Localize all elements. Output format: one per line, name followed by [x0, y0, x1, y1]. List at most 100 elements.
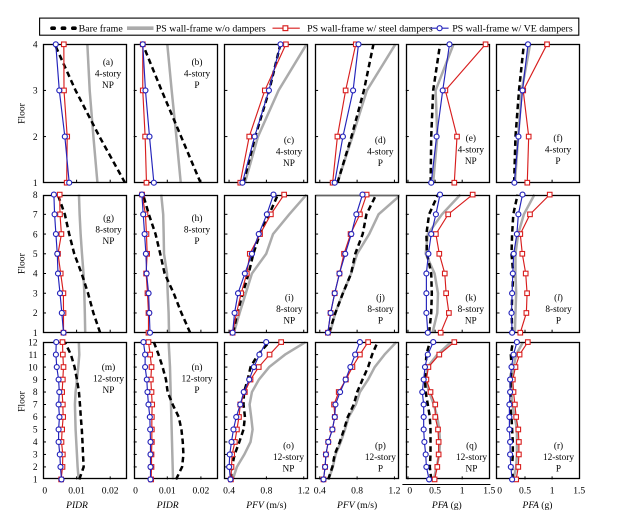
svg-text:NP: NP: [466, 465, 478, 475]
svg-text:(g): (g): [103, 213, 114, 224]
svg-text:12-story: 12-story: [365, 453, 396, 463]
svg-text:PFA (g): PFA (g): [522, 500, 553, 511]
svg-text:Floor: Floor: [16, 252, 27, 274]
svg-text:12: 12: [28, 338, 38, 348]
svg-text:0.01: 0.01: [159, 486, 176, 497]
svg-text:(h): (h): [192, 213, 203, 224]
svg-text:PIDR: PIDR: [156, 500, 179, 511]
svg-text:(l): (l): [554, 293, 563, 304]
svg-text:(i): (i): [285, 293, 294, 304]
svg-text:(d): (d): [375, 135, 386, 146]
svg-text:NP: NP: [103, 237, 115, 247]
svg-text:(q): (q): [466, 441, 477, 452]
svg-text:(j): (j): [376, 293, 385, 304]
svg-text:Floor: Floor: [16, 102, 27, 124]
svg-text:12-story: 12-story: [93, 375, 124, 385]
svg-text:1.2: 1.2: [298, 486, 310, 497]
svg-text:0: 0: [133, 486, 138, 497]
svg-text:NP: NP: [283, 317, 295, 327]
svg-text:8-story: 8-story: [276, 305, 303, 315]
svg-text:7: 7: [33, 211, 38, 221]
svg-text:2: 2: [33, 463, 38, 473]
svg-text:12-story: 12-story: [182, 375, 213, 385]
svg-text:9: 9: [33, 376, 38, 386]
svg-text:8-story: 8-story: [184, 226, 211, 236]
svg-text:8-story: 8-story: [367, 305, 394, 315]
svg-text:3: 3: [33, 87, 38, 97]
svg-text:P: P: [194, 386, 199, 396]
svg-text:7: 7: [33, 401, 38, 411]
svg-text:0: 0: [42, 486, 47, 497]
svg-text:6: 6: [33, 230, 38, 240]
svg-text:0.5: 0.5: [429, 486, 441, 497]
svg-text:NP: NP: [465, 157, 477, 167]
svg-text:0.02: 0.02: [102, 486, 119, 497]
svg-text:10: 10: [28, 363, 38, 373]
svg-text:8-story: 8-story: [95, 226, 122, 236]
svg-text:PIDR: PIDR: [65, 500, 88, 511]
svg-text:PS wall-frame w/ steel dampers: PS wall-frame w/ steel dampers: [307, 23, 433, 34]
svg-text:PFV (m/s): PFV (m/s): [245, 500, 286, 511]
svg-text:4-story: 4-story: [545, 146, 572, 156]
svg-text:(e): (e): [466, 133, 476, 144]
svg-text:P: P: [194, 81, 199, 91]
svg-text:12-story: 12-story: [273, 453, 304, 463]
svg-text:P: P: [194, 237, 199, 247]
svg-text:12-story: 12-story: [543, 453, 574, 463]
svg-text:4: 4: [33, 41, 38, 51]
svg-text:12-story: 12-story: [456, 453, 487, 463]
svg-text:1.5: 1.5: [573, 486, 585, 497]
svg-text:2: 2: [33, 133, 38, 143]
svg-text:0.02: 0.02: [193, 486, 210, 497]
svg-text:(c): (c): [284, 135, 294, 146]
svg-text:P: P: [555, 157, 560, 167]
svg-text:PS wall-frame w/o dampers: PS wall-frame w/o dampers: [156, 23, 266, 34]
svg-text:2: 2: [33, 309, 38, 319]
svg-text:(a): (a): [103, 57, 113, 68]
svg-text:11: 11: [28, 351, 37, 361]
svg-text:1.5: 1.5: [483, 486, 495, 497]
svg-text:1: 1: [33, 329, 38, 339]
svg-text:1: 1: [550, 486, 555, 497]
svg-text:(n): (n): [192, 362, 203, 373]
svg-text:PS wall-frame w/ VE dampers: PS wall-frame w/ VE dampers: [452, 23, 573, 34]
svg-text:(p): (p): [375, 441, 386, 452]
svg-text:8-story: 8-story: [458, 305, 485, 315]
svg-text:4: 4: [33, 438, 38, 448]
svg-text:(f): (f): [553, 133, 562, 144]
svg-text:Floor: Floor: [16, 390, 27, 412]
svg-text:(m): (m): [102, 362, 115, 373]
svg-text:1: 1: [33, 179, 38, 189]
svg-text:P: P: [556, 465, 561, 475]
svg-text:(r): (r): [554, 441, 563, 452]
svg-text:(o): (o): [283, 441, 294, 452]
svg-text:0: 0: [407, 486, 412, 497]
svg-text:0.01: 0.01: [68, 486, 85, 497]
svg-text:1: 1: [33, 476, 38, 486]
svg-text:1.2: 1.2: [388, 486, 400, 497]
svg-text:NP: NP: [283, 159, 295, 169]
svg-text:PFA (g): PFA (g): [431, 500, 462, 511]
svg-text:5: 5: [33, 250, 38, 260]
svg-text:(k): (k): [465, 293, 476, 304]
svg-text:6: 6: [33, 413, 38, 423]
svg-text:4-story: 4-story: [458, 146, 485, 156]
svg-text:8-story: 8-story: [545, 305, 572, 315]
svg-text:0: 0: [497, 486, 502, 497]
svg-text:Bare frame: Bare frame: [79, 23, 124, 34]
svg-text:0.4: 0.4: [314, 486, 326, 497]
svg-text:P: P: [556, 317, 561, 327]
svg-text:0.8: 0.8: [351, 486, 363, 497]
svg-text:0.8: 0.8: [260, 486, 272, 497]
svg-text:3: 3: [33, 451, 38, 461]
svg-text:3: 3: [33, 289, 38, 299]
svg-text:NP: NP: [283, 465, 295, 475]
svg-text:1: 1: [460, 486, 465, 497]
svg-text:(b): (b): [192, 57, 203, 68]
svg-text:0.4: 0.4: [223, 486, 235, 497]
svg-text:8: 8: [33, 191, 38, 201]
svg-text:P: P: [378, 317, 383, 327]
svg-text:4-story: 4-story: [276, 148, 303, 158]
svg-text:4-story: 4-story: [184, 70, 211, 80]
svg-text:PFV (m/s): PFV (m/s): [336, 500, 377, 511]
